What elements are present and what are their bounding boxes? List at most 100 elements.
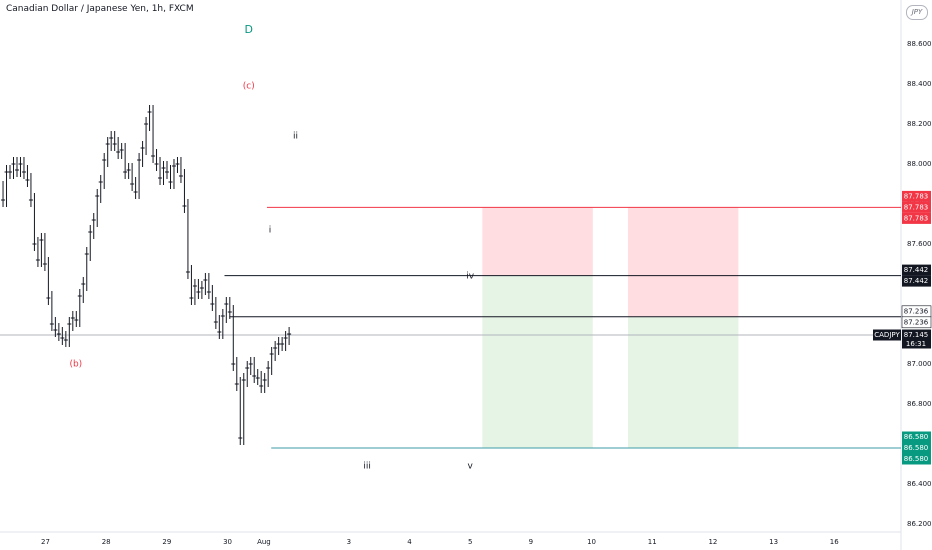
y-tick-label: 87.000: [907, 360, 932, 368]
wave-iv-level-tag: [902, 264, 931, 276]
candle: [266, 361, 271, 387]
y-tick-label: 86.200: [907, 520, 932, 528]
candle: [67, 317, 72, 347]
candle: [35, 237, 40, 267]
entry-level-tag: [901, 316, 932, 329]
candle: [1, 181, 6, 207]
wave-label: ii: [293, 132, 298, 142]
candle: [231, 305, 236, 371]
candle: [241, 373, 246, 445]
y-tick-label: 88.400: [907, 80, 932, 88]
candle: [210, 285, 215, 311]
candle: [95, 189, 100, 227]
candle: [206, 273, 211, 299]
candle: [283, 331, 288, 351]
candle: [248, 357, 253, 375]
target-level-tag-text: 86.580: [904, 455, 929, 463]
candle: [28, 173, 33, 207]
current-price-text: 87.145: [904, 331, 929, 339]
candle: [227, 297, 232, 319]
candle: [56, 323, 61, 341]
x-tick-label: 9: [529, 538, 533, 546]
candle: [140, 141, 145, 167]
x-tick-label: 30: [223, 538, 232, 546]
candle: [109, 131, 114, 151]
current-price-tag: [902, 329, 931, 349]
candle: [81, 277, 86, 303]
entry-level-tag-text: 87.236: [904, 318, 929, 326]
symbol-tag-text: CADJPY: [874, 331, 900, 339]
candle: [165, 161, 170, 179]
y-tick-label: 86.800: [907, 400, 932, 408]
candle: [102, 153, 107, 189]
stop-level-tag: [902, 190, 931, 202]
stop-level-tag-text: 87.783: [904, 192, 929, 200]
candle: [217, 315, 222, 339]
candle: [39, 233, 44, 267]
current-time-text: 16:31: [906, 340, 926, 348]
candle: [224, 297, 229, 323]
candle: [137, 153, 142, 199]
candle: [105, 137, 110, 167]
wave-label: D: [245, 23, 253, 36]
candle: [287, 327, 292, 345]
candle: [70, 311, 75, 331]
candle: [151, 105, 156, 163]
candle: [158, 157, 163, 185]
candle: [60, 327, 65, 345]
wave-label: iv: [466, 272, 475, 282]
stop-level-tag-text: 87.783: [904, 203, 929, 211]
wave-iv-level-tag-text: 87.442: [904, 266, 929, 274]
target-zone-2: [627, 316, 739, 448]
candle: [182, 169, 187, 213]
candle: [273, 341, 278, 361]
candle: [252, 357, 257, 383]
target-level-tag-text: 86.580: [904, 433, 929, 441]
candle: [11, 157, 16, 179]
candle: [18, 157, 23, 177]
wave-label: i: [269, 226, 272, 236]
candle: [196, 279, 201, 299]
wave-label: (b): [69, 360, 82, 370]
stop-level-tag: [902, 201, 931, 213]
chart-title: Canadian Dollar / Japanese Yen, 1h, FXCM: [6, 4, 194, 14]
candle: [14, 157, 19, 177]
candle: [98, 175, 103, 203]
candle: [185, 199, 190, 279]
candle: [4, 165, 9, 207]
candle: [168, 165, 173, 189]
candle: [189, 265, 194, 305]
wave-label: (c): [243, 82, 255, 92]
candle: [144, 117, 149, 155]
candle: [171, 159, 176, 189]
stop-level-tag: [902, 212, 931, 224]
currency-badge[interactable]: JPY: [906, 5, 928, 20]
candle: [238, 377, 243, 445]
candle: [63, 331, 68, 347]
symbol-tag: [873, 329, 901, 341]
candle: [25, 165, 30, 187]
candle: [154, 149, 159, 171]
wave-iv-level-tag-text: 87.442: [904, 277, 929, 285]
candle: [178, 157, 183, 183]
candle: [213, 297, 218, 329]
candle: [32, 193, 37, 251]
candle: [8, 165, 13, 179]
y-tick-label: 88.200: [907, 120, 932, 128]
stop-level-tag-text: 87.783: [904, 214, 929, 222]
candle: [280, 337, 285, 351]
wave-label: v: [468, 462, 474, 472]
candle: [199, 281, 204, 299]
entry-level-tag-text: 87.236: [904, 307, 929, 315]
candle: [259, 371, 264, 393]
candle: [245, 361, 250, 387]
x-tick-label: 13: [769, 538, 778, 546]
target-zone-1: [482, 275, 593, 448]
candle: [220, 309, 225, 339]
x-tick-label: 4: [407, 538, 412, 546]
candle: [269, 347, 274, 375]
x-tick-label: 16: [830, 538, 839, 546]
candle: [88, 225, 93, 261]
target-level-tag-text: 86.580: [904, 444, 929, 452]
